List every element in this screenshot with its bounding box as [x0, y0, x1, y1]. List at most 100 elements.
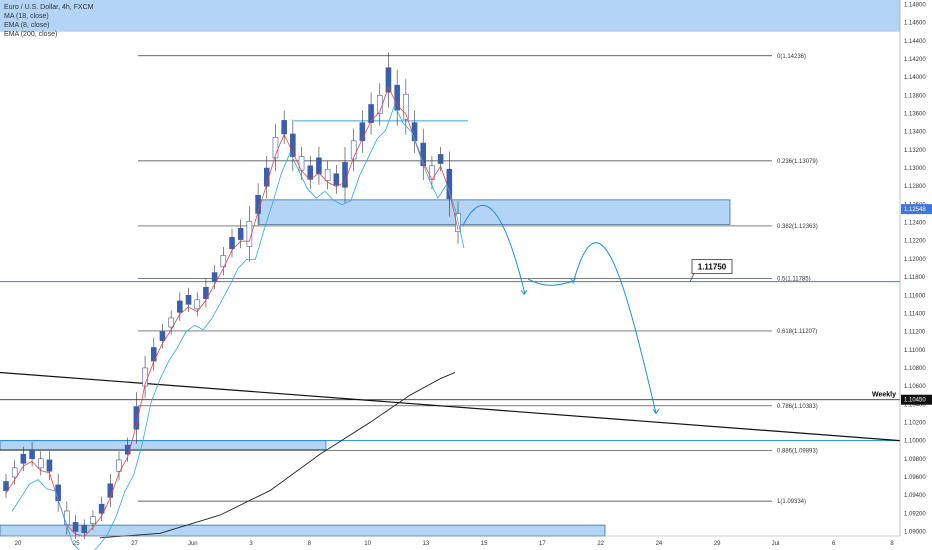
candle[interactable]	[290, 133, 296, 158]
candle[interactable]	[446, 168, 453, 200]
arrowhead-3	[652, 409, 660, 415]
candle[interactable]	[403, 93, 409, 120]
candle[interactable]	[3, 481, 9, 491]
candle[interactable]	[220, 255, 227, 268]
level-label-pointer	[689, 273, 695, 282]
candle[interactable]	[64, 510, 70, 525]
candle[interactable]	[385, 67, 392, 93]
candle[interactable]	[159, 331, 166, 341]
candle[interactable]	[211, 272, 218, 282]
candle[interactable]	[90, 516, 96, 524]
ema8-line	[11, 104, 465, 550]
y-tick-label: 1.10000	[904, 439, 926, 445]
candle[interactable]	[46, 459, 53, 472]
candle[interactable]	[316, 157, 322, 175]
y-tick-label: 1.14600	[904, 21, 926, 27]
trendline	[0, 371, 901, 442]
candle[interactable]	[194, 299, 201, 310]
y-tick-label: 1.11200	[904, 330, 926, 336]
weekly-label: Weekly	[872, 392, 896, 399]
ma18-line	[5, 86, 459, 537]
y-tick-label: 1.13000	[904, 166, 926, 172]
x-tick-label: 25	[73, 541, 80, 547]
candle[interactable]	[107, 483, 114, 498]
y-tick-label: 1.13400	[904, 130, 926, 136]
fib-label-0-886: 0.886(1.09893)	[777, 448, 818, 454]
candle[interactable]	[124, 444, 131, 455]
candle[interactable]	[359, 122, 366, 142]
candle[interactable]	[20, 453, 27, 464]
candle[interactable]	[229, 237, 235, 249]
candle[interactable]	[72, 522, 79, 532]
support-zone-1	[0, 440, 327, 451]
candle[interactable]	[11, 467, 18, 478]
fib-label-1: 1(1.09334)	[777, 499, 806, 505]
x-tick-label: 8	[308, 541, 312, 547]
arrowhead-2	[569, 277, 577, 283]
weekly-price-badge	[901, 394, 932, 405]
candle[interactable]	[368, 104, 374, 123]
candle[interactable]	[203, 287, 209, 299]
candle[interactable]	[272, 137, 279, 159]
fib-label-0-786: 0.786(1.10383)	[777, 404, 818, 410]
candle[interactable]	[133, 406, 140, 430]
legend-ema-200: EMA (200, close)	[4, 31, 58, 38]
x-tick-label: 10	[364, 541, 371, 547]
y-tick-label: 1.09000	[904, 529, 926, 535]
x-tick-label: 22	[597, 541, 604, 547]
candle[interactable]	[342, 162, 348, 188]
y-tick-label: 1.10800	[904, 366, 926, 372]
candle[interactable]	[437, 154, 444, 164]
ema200-line	[99, 372, 456, 539]
candle[interactable]	[324, 168, 331, 181]
y-tick-label: 1.09200	[904, 511, 926, 517]
candle[interactable]	[237, 227, 244, 240]
y-tick-label: 1.14200	[904, 57, 926, 63]
x-tick-label: 20	[15, 541, 22, 547]
candle[interactable]	[37, 458, 44, 469]
legend-title: Euro / U.S. Dollar, 4h, FXCM	[4, 4, 94, 11]
y-tick-label: 1.11600	[904, 293, 926, 299]
x-tick-label: 15	[481, 541, 488, 547]
projection-arrow-2	[527, 278, 573, 286]
candle[interactable]	[29, 449, 35, 460]
y-tick-label: 1.13800	[904, 93, 926, 99]
y-tick-label: 1.09800	[904, 457, 926, 463]
candle[interactable]	[333, 173, 340, 186]
candle[interactable]	[307, 165, 314, 180]
candle[interactable]	[116, 459, 122, 472]
candle[interactable]	[177, 300, 183, 313]
fib-label-0-236: 0.236(1.13079)	[777, 159, 818, 165]
chart-legend: Euro / U.S. Dollar, 4h, FXCM MA (18, clo…	[4, 3, 93, 39]
level-label: 1.11750	[698, 263, 727, 272]
y-tick-label: 1.09600	[904, 475, 926, 481]
y-tick-label: 1.12200	[904, 239, 926, 245]
fib-label-0: 0(1.14236)	[777, 54, 806, 60]
x-tick-label: 8	[890, 541, 894, 547]
y-tick-label: 1.11400	[904, 311, 926, 317]
fib-label-0-5: 0.5(1.11785)	[777, 276, 811, 282]
fib-label-0-382: 0.382(1.12363)	[777, 224, 818, 230]
candle[interactable]	[298, 156, 305, 171]
projection-arrow-1	[462, 204, 526, 295]
x-tick-label: 24	[656, 541, 663, 547]
candle[interactable]	[81, 525, 88, 533]
candle[interactable]	[168, 317, 174, 328]
candle[interactable]	[150, 347, 157, 362]
y-tick-label: 1.12800	[904, 184, 926, 190]
legend-ma: MA (18, close)	[4, 13, 49, 20]
x-tick-label: 27	[131, 541, 138, 547]
candle[interactable]	[350, 140, 357, 160]
candle[interactable]	[98, 503, 105, 514]
projection-arrow-3	[572, 242, 657, 414]
candle[interactable]	[281, 120, 287, 135]
x-tick-label: Jul	[772, 541, 780, 547]
y-tick-label: 1.14800	[904, 3, 926, 9]
level-label-box	[691, 259, 733, 275]
legend-ema-8: EMA (8, close)	[4, 22, 50, 29]
candle[interactable]	[185, 294, 192, 305]
x-tick-label: Jun	[188, 541, 198, 547]
y-tick-label: 1.13600	[904, 112, 926, 118]
